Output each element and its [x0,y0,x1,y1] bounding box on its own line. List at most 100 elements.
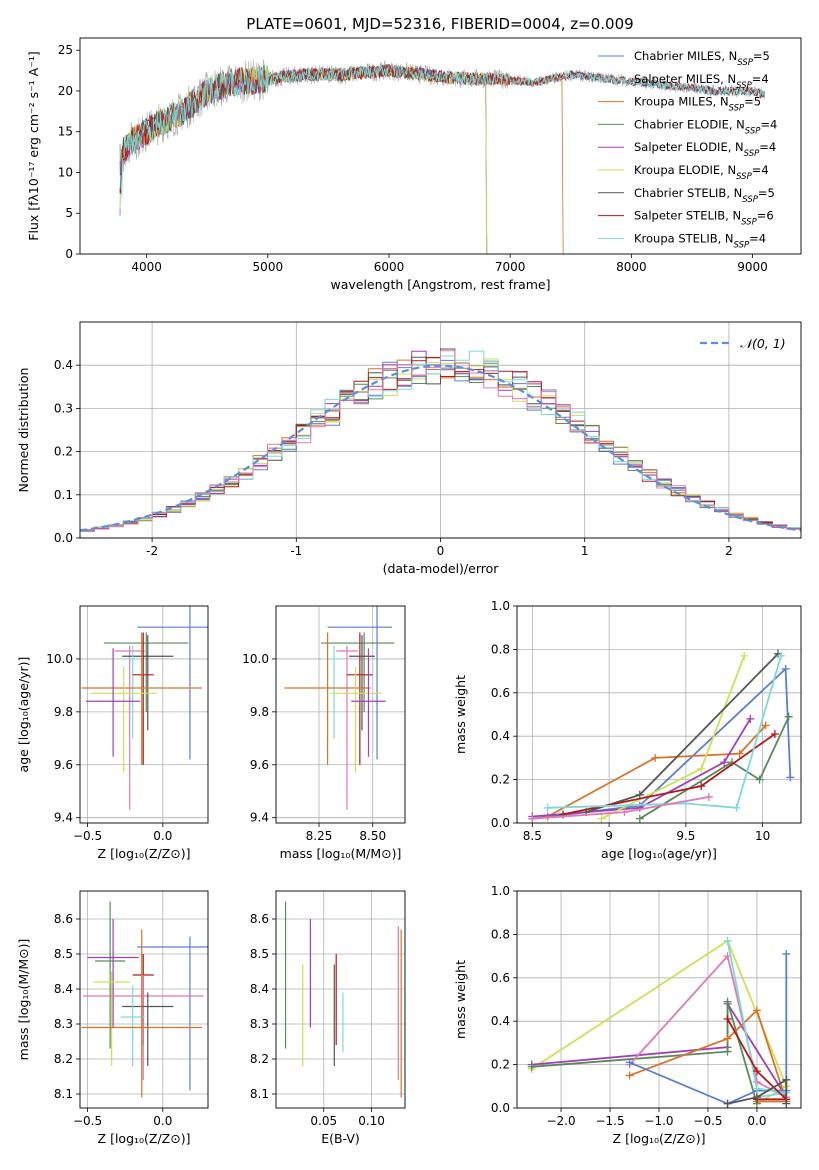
weight-series [559,730,779,819]
error-bar-point [284,632,371,765]
spectrum-line [119,64,765,197]
x-tick-label: -1 [290,544,302,558]
legend-label: Chabrier ELODIE, NSSP=4 [634,117,777,136]
axes: 8.5 9 9.5 10 0.0 0.2 0.4 0.6 0.8 1.0 age [log₁₀(ag… [453,599,802,861]
axes: −0.5 0.0 8.1 8.2 8.3 8.4 8.5 8.6 Z [log₁₀(Z/Z⊙)]… [16,890,209,1146]
error-bar-point [325,645,343,739]
x-tick-label: 9000 [737,260,768,274]
weight-marker [723,1034,732,1043]
y-tick-label: 9.8 [250,705,269,719]
y-tick-label: 9.8 [54,705,73,719]
weight-marker [781,664,790,673]
y-tick-label: 8.6 [54,912,73,926]
y-tick-label: 0.8 [491,642,510,656]
chart-panels: 4000 5000 6000 7000 8000 90000510152025wavele… [16,37,802,1146]
y-tick-label: 8.3 [250,1017,269,1031]
x-tick-label: 0.0 [153,829,172,843]
x-axis-label: E(B-V) [321,1131,360,1146]
y-tick-label: 0.0 [54,531,73,545]
y-tick-label: 0.2 [491,773,510,787]
y-tick-label: 1.0 [491,599,510,613]
spectrum-line [119,63,488,254]
panel-mass_weight_vs_age: 8.5 9 9.5 10 0.0 0.2 0.4 0.6 0.8 1.0 age [log₁₀(ag… [453,599,802,861]
y-tick-label: 9.6 [54,758,73,772]
weight-line [726,940,787,1099]
y-tick-label: 0.3 [54,401,73,415]
spectrum-line [119,64,488,254]
y-tick-label: 0.6 [491,971,510,985]
weight-marker [723,1099,732,1108]
x-tick-label: −0.5 [693,1114,722,1128]
error-bar-point [86,648,141,757]
plot-area [527,936,791,1108]
y-tick-label: 0.2 [491,1058,510,1072]
x-tick-label: -2 [146,544,158,558]
weight-marker [723,997,732,1006]
weight-marker [697,764,706,773]
legend-label: Kroupa ELODIE, NSSP=4 [634,163,769,182]
weight-marker [723,936,732,945]
weight-marker [786,773,795,782]
axes-frame [79,890,209,1109]
axes: 0.05 0.10 8.1 8.2 8.3 8.4 8.5 8.6 E(B-V) [250,890,406,1146]
x-tick-label: 9 [605,829,613,843]
weight-marker [528,814,537,823]
legend-label: Chabrier MILES, NSSP=5 [634,49,770,68]
error-bar-point [120,985,145,1066]
x-tick-label: −0.5 [73,829,102,843]
x-tick-label: 6000 [374,260,405,274]
x-tick-label: 2 [725,544,733,558]
y-tick-label: 8.6 [250,912,269,926]
weight-marker [720,758,729,767]
plot-area [284,606,395,810]
weight-marker [723,1015,732,1024]
x-tick-label: −1.0 [644,1114,673,1128]
y-tick-label: 10.0 [46,652,73,666]
panel-age_vs_mass: 8.25 8.50 9.4 9.6 9.8 10.0 mass [log₁₀(M/M⊙)] [242,605,406,861]
error-bar-point [329,666,382,773]
y-tick-label: 9.6 [250,758,269,772]
y-tick-label: 8.5 [250,947,269,961]
weight-line [639,716,790,820]
y-tick-label: 8.2 [54,1052,73,1066]
error-bar-point [327,606,393,760]
x-tick-label: 0.0 [153,1114,172,1128]
x-tick-label: 0 [437,544,445,558]
y-tick-label: 0.6 [491,686,510,700]
y-tick-label: 10.0 [242,652,269,666]
y-tick-label: 8.1 [250,1087,269,1101]
y-tick-label: 1.0 [491,884,510,898]
x-tick-label: −1.5 [595,1114,624,1128]
y-tick-label: 8.2 [250,1052,269,1066]
weight-marker [620,808,629,817]
axes: 8.25 8.50 9.4 9.6 9.8 10.0 mass [log₁₀(M/M⊙)] [242,605,406,861]
weight-marker [651,753,660,762]
weight-series [625,1006,791,1106]
weight-line [531,1001,758,1104]
weight-marker [723,1047,732,1056]
x-tick-label: 9.5 [676,829,695,843]
weight-marker [635,814,644,823]
x-tick-label: −2.0 [546,1114,575,1128]
weight-marker [697,782,706,791]
plot-area [81,606,208,810]
weight-series [543,651,786,812]
axes-frame [516,890,802,1109]
axes: −2.0 −1.5 −1.0 −0.5 0.0 0.0 0.2 0.4 0.6 0.8 1.0 Z [… [453,884,802,1146]
y-tick-label: 25 [58,43,73,57]
error-bar-point [132,632,154,765]
weight-marker [625,1071,634,1080]
y-tick-label: 8.5 [54,947,73,961]
grid-lines [80,606,208,823]
y-axis-label: Normed distribution [16,368,31,493]
weight-marker [752,1084,761,1093]
weight-line [727,1078,788,1105]
x-tick-label: 7000 [495,260,526,274]
error-bar-point [122,992,174,1066]
x-tick-label: 0.0 [747,1114,766,1128]
error-bar-point [95,901,126,1049]
legend-label: Salpeter STELIB, NSSP=6 [634,209,774,228]
error-bar-point [122,635,174,731]
error-bar-point [321,632,395,712]
error-bar-point [90,666,157,773]
